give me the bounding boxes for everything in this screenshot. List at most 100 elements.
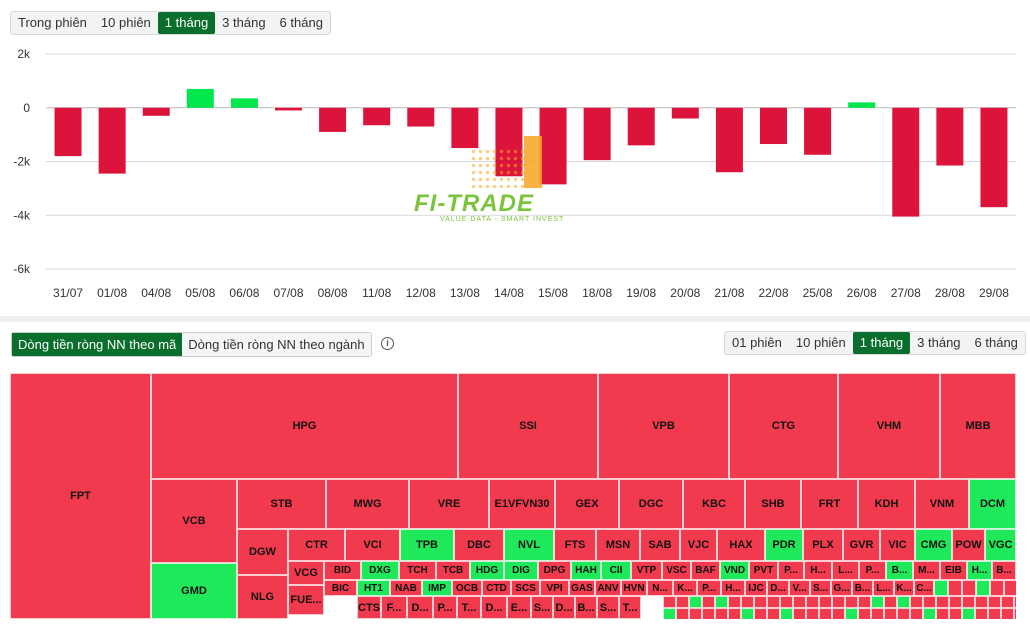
bar-25/08[interactable] (804, 107, 832, 155)
treemap-cell-k[interactable]: K... (673, 580, 697, 596)
treemap-cell-h[interactable]: H... (967, 561, 992, 580)
treemap-cell-small[interactable] (976, 580, 990, 596)
treemap-cell-dgw[interactable]: DGW (237, 529, 288, 575)
treemap-cell-small[interactable] (702, 608, 715, 619)
treemap-cell-imp[interactable]: IMP (422, 580, 452, 596)
bar-29/08[interactable] (980, 107, 1008, 208)
treemap-cell-gas[interactable]: GAS (569, 580, 595, 596)
treemap-cell-vcb[interactable]: VCB (151, 479, 237, 563)
bar-18/08[interactable] (583, 107, 611, 161)
treemap-cell-small[interactable] (962, 580, 976, 596)
treemap-cell-k[interactable]: K... (894, 580, 914, 596)
treemap-cell-small[interactable] (845, 596, 858, 608)
treemap-cell-frt[interactable]: FRT (801, 479, 858, 529)
treemap-cell-small[interactable] (949, 596, 962, 608)
treemap-cell-small[interactable] (741, 596, 754, 608)
treemap-cell-cts[interactable]: CTS (357, 596, 381, 619)
treemap-cell-mwg[interactable]: MWG (326, 479, 409, 529)
treemap-cell-d[interactable]: D... (767, 580, 789, 596)
treemap-cell-tcb[interactable]: TCB (436, 561, 470, 580)
treemap-cell-fpt[interactable]: FPT (10, 373, 151, 619)
treemap-cell-small[interactable] (949, 608, 962, 619)
treemap-cell-small[interactable] (806, 608, 819, 619)
treemap-cell-tch[interactable]: TCH (399, 561, 436, 580)
treemap-cell-small[interactable] (871, 596, 884, 608)
treemap-cell-small[interactable] (767, 596, 780, 608)
treemap-cell-eib[interactable]: EIB (940, 561, 967, 580)
treemap-cell-s[interactable]: S... (597, 596, 619, 619)
treemap-cell-small[interactable] (715, 608, 728, 619)
treemap-cell-ijc[interactable]: IJC (745, 580, 767, 596)
treemap-cell-small[interactable] (962, 596, 975, 608)
treemap-cell-small[interactable] (948, 580, 962, 596)
treemap-cell-small[interactable] (897, 608, 910, 619)
treemap-cell-msn[interactable]: MSN (596, 529, 640, 561)
treemap-cell-l[interactable]: L... (832, 561, 859, 580)
treemap-cell-pow[interactable]: POW (952, 529, 985, 561)
range-option-10-sessions[interactable]: 10 phiên (100, 15, 151, 30)
treemap-cell-vpb[interactable]: VPB (598, 373, 729, 479)
treemap-cell-vjc[interactable]: VJC (680, 529, 717, 561)
treemap-cell-b[interactable]: B... (852, 580, 873, 596)
treemap-cell-cii[interactable]: CII (601, 561, 631, 580)
treemap-cell-small[interactable] (754, 596, 767, 608)
bar-04/08[interactable] (142, 107, 170, 116)
treemap-cell-t[interactable]: T... (457, 596, 481, 619)
treemap-cell-f[interactable]: F... (381, 596, 407, 619)
treemap-cell-ctr[interactable]: CTR (288, 529, 345, 561)
treemap-cell-p[interactable]: P... (697, 580, 721, 596)
treemap-cell-s[interactable]: S... (810, 580, 831, 596)
treemap-cell-pdr[interactable]: PDR (765, 529, 803, 561)
bar-08/08[interactable] (319, 107, 347, 132)
treemap-cell-p[interactable]: P... (859, 561, 886, 580)
treemap-cell-small[interactable] (832, 608, 845, 619)
treemap-cell-small[interactable] (676, 596, 689, 608)
bar-21/08[interactable] (715, 107, 743, 173)
treemap-cell-small[interactable] (767, 608, 780, 619)
treemap-cell-small[interactable] (689, 596, 702, 608)
bar-07/08[interactable] (275, 107, 302, 111)
treemap-cell-vhm[interactable]: VHM (838, 373, 940, 479)
range-option-10-sessions[interactable]: 10 phiên (795, 335, 846, 350)
bar-28/08[interactable] (936, 107, 964, 166)
treemap-cell-small[interactable] (780, 608, 793, 619)
treemap-cell-l[interactable]: L... (873, 580, 894, 596)
bar-19/08[interactable] (627, 107, 655, 146)
range-option-1-month[interactable]: 1 tháng (157, 12, 216, 34)
treemap-cell-vci[interactable]: VCI (345, 529, 400, 561)
treemap-cell-d[interactable]: D... (407, 596, 433, 619)
treemap-cell-vic[interactable]: VIC (880, 529, 915, 561)
treemap-cell-p[interactable]: P... (433, 596, 457, 619)
treemap-cell-small[interactable] (1001, 608, 1014, 619)
treemap-cell-nab[interactable]: NAB (390, 580, 422, 596)
treemap-cell-dbc[interactable]: DBC (454, 529, 504, 561)
treemap-cell-small[interactable] (962, 608, 975, 619)
treemap-cell-kbc[interactable]: KBC (683, 479, 745, 529)
treemap-cell-small[interactable] (793, 596, 806, 608)
treemap-cell-n[interactable]: N... (647, 580, 673, 596)
treemap-cell-hvn[interactable]: HVN (621, 580, 647, 596)
treemap-cell-d[interactable]: D... (481, 596, 507, 619)
treemap-cell-m[interactable]: M... (913, 561, 940, 580)
bar-06/08[interactable] (230, 98, 258, 108)
treemap-cell-ocb[interactable]: OCB (452, 580, 482, 596)
treemap-cell-small[interactable] (910, 596, 923, 608)
treemap-cell-small[interactable] (936, 596, 949, 608)
treemap-cell-ctg[interactable]: CTG (729, 373, 838, 479)
treemap-cell-mbb[interactable]: MBB (940, 373, 1016, 479)
treemap-cell-v[interactable]: V... (789, 580, 810, 596)
treemap-cell-nvl[interactable]: NVL (504, 529, 554, 561)
treemap-cell-vcg[interactable]: VCG (288, 561, 324, 585)
treemap-cell-tpb[interactable]: TPB (400, 529, 454, 561)
treemap-cell-small[interactable] (936, 608, 949, 619)
treemap-cell-ssi[interactable]: SSI (458, 373, 598, 479)
treemap-cell-e1vfvn30[interactable]: E1VFVN30 (489, 479, 555, 529)
treemap-cell-p[interactable]: P... (778, 561, 804, 580)
treemap-cell-dgc[interactable]: DGC (619, 479, 683, 529)
treemap-cell-d[interactable]: D... (553, 596, 575, 619)
treemap-cell-small[interactable] (858, 608, 871, 619)
treemap-cell-t[interactable]: T... (619, 596, 641, 619)
treemap-cell-bic[interactable]: BIC (324, 580, 357, 596)
treemap-cell-dpg[interactable]: DPG (538, 561, 571, 580)
treemap-cell-hdg[interactable]: HDG (470, 561, 504, 580)
